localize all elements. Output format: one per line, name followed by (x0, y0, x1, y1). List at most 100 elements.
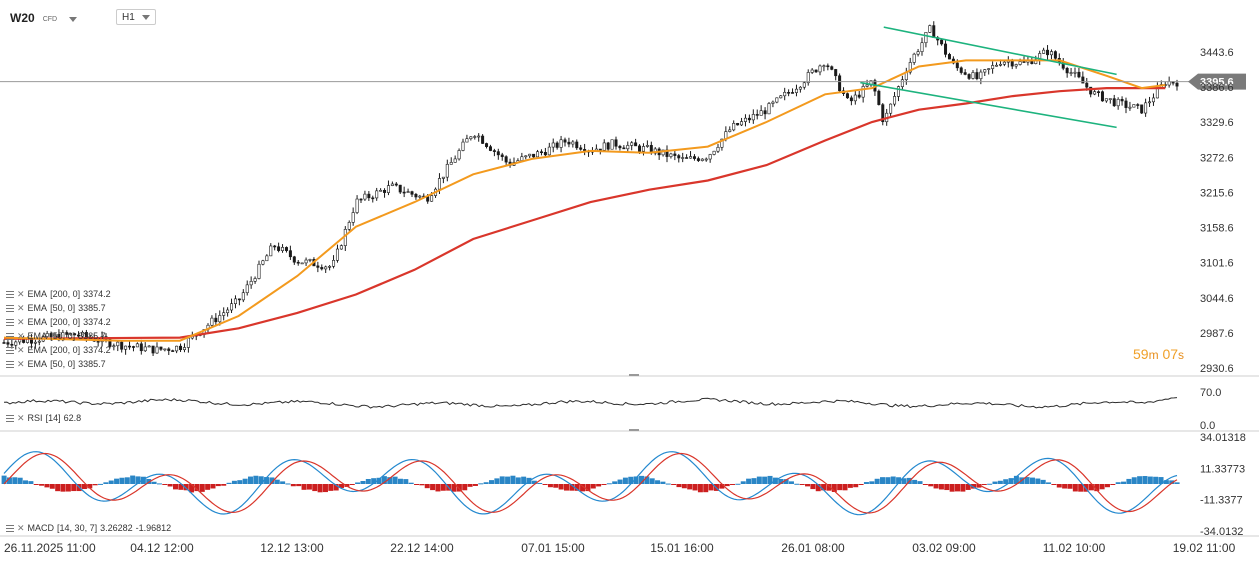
candle-up (116, 341, 120, 347)
candle-down (359, 198, 363, 201)
macd-histogram-bar-positive (1174, 482, 1180, 484)
macd-histogram-bar-positive (660, 481, 666, 484)
macd-histogram-bar-positive (247, 476, 253, 484)
indicator-menu-icon[interactable] (6, 414, 14, 422)
candle-up (477, 135, 481, 138)
price-axis-tick: 3329.6 (1200, 117, 1234, 129)
macd-histogram-bar-negative (842, 484, 848, 491)
macd-histogram-bar-positive (612, 481, 618, 484)
macd-histogram-bar-negative (451, 484, 457, 492)
candle-up (900, 79, 904, 87)
remove-indicator-icon[interactable]: ✕ (17, 412, 25, 423)
pane-resize-handle (629, 374, 639, 376)
macd-value-2: -1.96812 (135, 523, 172, 533)
macd-histogram-bar-negative (349, 484, 355, 485)
candle-down (1175, 82, 1179, 87)
macd-histogram-bar-positive (880, 477, 886, 484)
candle-down (1081, 76, 1085, 84)
indicator-menu-icon[interactable] (6, 318, 14, 326)
indicator-menu-icon[interactable] (6, 346, 14, 354)
timeframe-select[interactable]: H1 (116, 9, 156, 25)
macd-histogram-bar-positive (617, 479, 623, 484)
candle-up (453, 158, 457, 163)
macd-histogram-bar-positive (1035, 478, 1041, 484)
macd-histogram-bar-positive (146, 478, 152, 484)
candle-up (155, 346, 159, 354)
candle-up (920, 42, 924, 52)
candle-up (979, 71, 983, 80)
candle-down (747, 117, 751, 121)
candle-down (410, 191, 414, 195)
macd-histogram-bar-negative (858, 484, 864, 485)
candle-down (849, 97, 853, 102)
candle-up (355, 198, 359, 213)
candle-up (437, 178, 441, 190)
remove-indicator-icon[interactable]: ✕ (17, 316, 25, 327)
price-axis-tick: 3443.6 (1200, 47, 1234, 59)
indicator-menu-icon[interactable] (6, 290, 14, 298)
remove-indicator-icon[interactable]: ✕ (17, 288, 25, 299)
candle-down (634, 142, 638, 147)
remove-indicator-icon[interactable]: ✕ (17, 302, 25, 313)
candle-up (995, 64, 999, 67)
indicator-menu-icon[interactable] (6, 304, 14, 312)
candle-up (810, 69, 814, 73)
candle-down (881, 104, 885, 123)
candle-up (1093, 91, 1097, 95)
macd-histogram-bar-negative (1110, 484, 1116, 485)
last-price-tag (1188, 73, 1246, 90)
ema-value: 3374.2 (83, 317, 111, 327)
macd-histogram-bar-negative (799, 484, 805, 485)
remove-indicator-icon[interactable]: ✕ (17, 358, 25, 369)
candle-up (143, 346, 147, 352)
countdown-minutes-unit: m (1148, 348, 1159, 362)
symbol-dropdown-icon[interactable] (69, 16, 78, 22)
macd-histogram-bar-negative (215, 484, 221, 487)
macd-histogram-bar-negative (558, 484, 564, 490)
candle-up (210, 317, 214, 326)
candle-down (120, 341, 124, 350)
candle-down (96, 340, 100, 343)
candle-down (10, 343, 14, 346)
symbol-selector[interactable]: W20 CFD (10, 8, 78, 28)
macd-histogram-bar-positive (135, 476, 141, 484)
macd-histogram-bar-positive (1013, 475, 1019, 484)
candle-down (618, 145, 622, 149)
macd-histogram-bar-positive (987, 483, 993, 485)
macd-histogram-bar-negative (296, 484, 302, 487)
macd-histogram-bar-positive (114, 478, 120, 484)
macd-histogram-bar-positive (269, 477, 275, 484)
indicator-menu-icon[interactable] (6, 524, 14, 532)
macd-histogram-bar-positive (376, 477, 382, 484)
candle-up (249, 281, 253, 286)
ema-value: 3385.7 (78, 359, 106, 369)
candle-up (80, 332, 84, 337)
macd-histogram-bar-negative (199, 484, 205, 492)
candle-down (814, 69, 818, 73)
price-axis-tick: 2987.6 (1200, 328, 1234, 340)
candle-up (245, 284, 249, 294)
indicator-menu-icon[interactable] (6, 360, 14, 368)
macd-signal-line (3, 452, 1178, 514)
time-axis-label: 15.01 16:00 (650, 541, 714, 555)
macd-histogram-bar-positive (1046, 482, 1052, 484)
candle-down (128, 345, 132, 348)
macd-histogram-bar-negative (81, 484, 87, 490)
remove-indicator-icon[interactable]: ✕ (17, 344, 25, 355)
macd-histogram-bar-positive (108, 480, 114, 484)
macd-axis-tick: -34.0132 (1200, 526, 1243, 538)
candle-up (751, 114, 755, 121)
candle-up (351, 212, 355, 223)
indicator-menu-icon[interactable] (6, 332, 14, 340)
remove-indicator-icon[interactable]: ✕ (17, 522, 25, 533)
ema-value: 3374.2 (83, 289, 111, 299)
macd-histogram-bar-positive (12, 477, 18, 484)
rsi-params: [14] (45, 413, 61, 423)
macd-histogram-bar-negative (1088, 484, 1094, 491)
candle-countdown: 59m 07s (1133, 346, 1184, 362)
candle-down (73, 333, 77, 336)
candle-down (139, 343, 143, 352)
macd-histogram-bar-positive (387, 477, 393, 484)
remove-indicator-icon[interactable]: ✕ (17, 330, 25, 341)
